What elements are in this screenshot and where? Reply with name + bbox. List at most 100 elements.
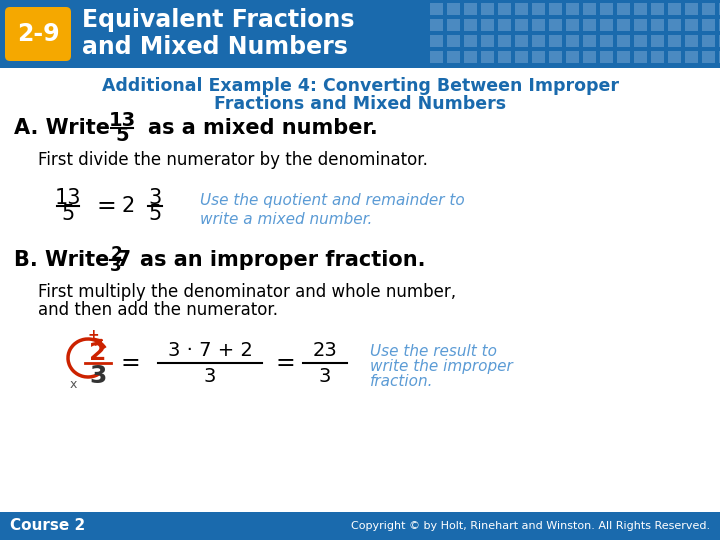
Bar xyxy=(600,35,613,47)
Bar xyxy=(583,3,596,15)
Bar xyxy=(549,51,562,63)
Text: and Mixed Numbers: and Mixed Numbers xyxy=(82,35,348,59)
Bar xyxy=(634,35,647,47)
Text: 5: 5 xyxy=(61,204,75,224)
Bar xyxy=(481,3,494,15)
Bar xyxy=(685,3,698,15)
Bar xyxy=(600,19,613,31)
Bar xyxy=(447,3,460,15)
Bar xyxy=(719,35,720,47)
Bar xyxy=(566,19,579,31)
Bar xyxy=(515,3,528,15)
Bar xyxy=(481,51,494,63)
Bar xyxy=(549,3,562,15)
Text: 3: 3 xyxy=(89,364,107,388)
Bar xyxy=(549,35,562,47)
Bar xyxy=(566,35,579,47)
Bar xyxy=(685,35,698,47)
Bar xyxy=(430,51,443,63)
Bar xyxy=(532,51,545,63)
Bar xyxy=(617,19,630,31)
Bar xyxy=(583,51,596,63)
Bar xyxy=(464,35,477,47)
Bar xyxy=(702,35,715,47)
Bar xyxy=(668,19,681,31)
Bar xyxy=(719,51,720,63)
Text: Use the quotient and remainder to: Use the quotient and remainder to xyxy=(200,192,464,207)
Bar xyxy=(481,35,494,47)
Bar xyxy=(600,3,613,15)
Bar xyxy=(702,3,715,15)
Bar xyxy=(498,19,511,31)
Text: Equivalent Fractions: Equivalent Fractions xyxy=(82,8,354,32)
Bar xyxy=(702,19,715,31)
Bar xyxy=(651,3,664,15)
Bar xyxy=(532,35,545,47)
Text: 2-9: 2-9 xyxy=(17,22,59,46)
Bar xyxy=(651,19,664,31)
Text: 13: 13 xyxy=(109,111,135,130)
Text: as an improper fraction.: as an improper fraction. xyxy=(140,250,426,270)
Bar xyxy=(583,35,596,47)
Text: Copyright © by Holt, Rinehart and Winston. All Rights Reserved.: Copyright © by Holt, Rinehart and Winsto… xyxy=(351,521,710,531)
Text: B. Write 7: B. Write 7 xyxy=(14,250,131,270)
Bar xyxy=(651,51,664,63)
Text: =: = xyxy=(275,351,295,375)
Bar xyxy=(481,19,494,31)
Bar xyxy=(549,19,562,31)
Text: write the improper: write the improper xyxy=(370,359,513,374)
Bar xyxy=(634,3,647,15)
Text: 3 · 7 + 2: 3 · 7 + 2 xyxy=(168,341,253,360)
Text: 5: 5 xyxy=(148,204,161,224)
Text: 13: 13 xyxy=(55,188,81,208)
Bar xyxy=(668,35,681,47)
Bar xyxy=(617,35,630,47)
Bar xyxy=(515,51,528,63)
Text: 2: 2 xyxy=(89,341,107,365)
Bar xyxy=(566,51,579,63)
Bar xyxy=(430,3,443,15)
Text: 2: 2 xyxy=(122,196,135,216)
Text: 2: 2 xyxy=(110,245,122,263)
Bar xyxy=(498,35,511,47)
Bar xyxy=(583,19,596,31)
Text: fraction.: fraction. xyxy=(370,374,433,388)
Bar xyxy=(617,51,630,63)
Bar xyxy=(447,35,460,47)
Bar xyxy=(600,51,613,63)
Bar xyxy=(430,35,443,47)
Bar xyxy=(668,51,681,63)
Bar xyxy=(447,19,460,31)
Bar xyxy=(498,51,511,63)
Bar xyxy=(447,51,460,63)
Bar xyxy=(498,3,511,15)
FancyBboxPatch shape xyxy=(5,7,71,61)
Text: write a mixed number.: write a mixed number. xyxy=(200,213,372,227)
Bar xyxy=(532,19,545,31)
Text: =: = xyxy=(120,351,140,375)
Bar xyxy=(651,35,664,47)
Text: 3: 3 xyxy=(110,257,122,275)
Bar xyxy=(515,19,528,31)
Bar xyxy=(464,19,477,31)
Bar xyxy=(0,512,720,540)
Text: Fractions and Mixed Numbers: Fractions and Mixed Numbers xyxy=(214,95,506,113)
Bar xyxy=(0,0,720,68)
Bar xyxy=(634,19,647,31)
Text: x: x xyxy=(69,379,77,392)
Bar xyxy=(617,3,630,15)
Text: 3: 3 xyxy=(204,368,216,387)
Text: Course 2: Course 2 xyxy=(10,518,85,534)
Bar xyxy=(464,51,477,63)
Bar xyxy=(685,51,698,63)
Bar xyxy=(668,3,681,15)
Bar xyxy=(634,51,647,63)
Bar xyxy=(566,3,579,15)
Bar xyxy=(719,19,720,31)
Text: 5: 5 xyxy=(115,126,129,145)
Text: as a mixed number.: as a mixed number. xyxy=(148,118,378,138)
Bar xyxy=(515,35,528,47)
Text: and then add the numerator.: and then add the numerator. xyxy=(38,301,278,319)
Bar xyxy=(430,19,443,31)
Text: 3: 3 xyxy=(148,188,161,208)
